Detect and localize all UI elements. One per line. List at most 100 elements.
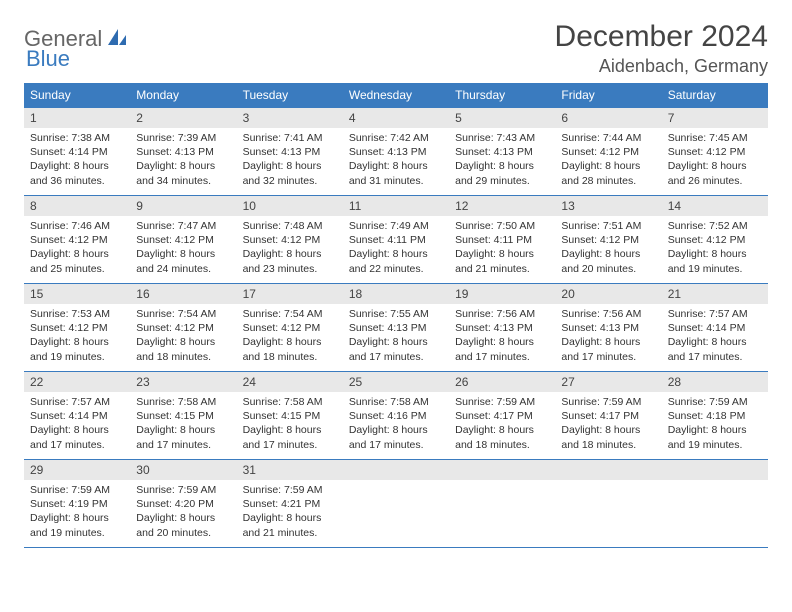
calendar-day: 19Sunrise: 7:56 AMSunset: 4:13 PMDayligh… <box>449 284 555 372</box>
calendar-table: SundayMondayTuesdayWednesdayThursdayFrid… <box>24 83 768 548</box>
sunset-line: Sunset: 4:13 PM <box>136 145 230 159</box>
calendar-day <box>662 460 768 548</box>
weekday-header: Tuesday <box>237 83 343 108</box>
daylight-line: Daylight: 8 hours <box>136 159 230 173</box>
sunset-line: Sunset: 4:13 PM <box>349 145 443 159</box>
calendar-day: 18Sunrise: 7:55 AMSunset: 4:13 PMDayligh… <box>343 284 449 372</box>
sunrise-line: Sunrise: 7:59 AM <box>136 483 230 497</box>
day-details: Sunrise: 7:46 AMSunset: 4:12 PMDaylight:… <box>24 216 130 280</box>
sunrise-line: Sunrise: 7:39 AM <box>136 131 230 145</box>
day-number: 21 <box>662 284 768 304</box>
day-details: Sunrise: 7:59 AMSunset: 4:18 PMDaylight:… <box>662 392 768 456</box>
sunset-line: Sunset: 4:12 PM <box>668 145 762 159</box>
day-details: Sunrise: 7:59 AMSunset: 4:20 PMDaylight:… <box>130 480 236 544</box>
day-details: Sunrise: 7:38 AMSunset: 4:14 PMDaylight:… <box>24 128 130 192</box>
sunset-line: Sunset: 4:11 PM <box>455 233 549 247</box>
calendar-week: 8Sunrise: 7:46 AMSunset: 4:12 PMDaylight… <box>24 196 768 284</box>
daylight-line: and 28 minutes. <box>561 174 655 188</box>
daylight-line: Daylight: 8 hours <box>668 247 762 261</box>
month-title: December 2024 <box>555 20 768 54</box>
daylight-line: and 19 minutes. <box>668 438 762 452</box>
weekday-header: Friday <box>555 83 661 108</box>
day-details: Sunrise: 7:51 AMSunset: 4:12 PMDaylight:… <box>555 216 661 280</box>
day-details: Sunrise: 7:52 AMSunset: 4:12 PMDaylight:… <box>662 216 768 280</box>
daylight-line: Daylight: 8 hours <box>243 247 337 261</box>
sunrise-line: Sunrise: 7:58 AM <box>349 395 443 409</box>
daylight-line: Daylight: 8 hours <box>455 247 549 261</box>
sunset-line: Sunset: 4:12 PM <box>30 321 124 335</box>
header: General December 2024 Aidenbach, Germany <box>24 20 768 77</box>
daylight-line: and 34 minutes. <box>136 174 230 188</box>
sunset-line: Sunset: 4:13 PM <box>349 321 443 335</box>
day-number: 22 <box>24 372 130 392</box>
day-number: 10 <box>237 196 343 216</box>
daylight-line: and 17 minutes. <box>561 350 655 364</box>
day-number: 17 <box>237 284 343 304</box>
day-number: 15 <box>24 284 130 304</box>
weekday-header: Sunday <box>24 83 130 108</box>
day-details: Sunrise: 7:58 AMSunset: 4:15 PMDaylight:… <box>237 392 343 456</box>
daylight-line: and 31 minutes. <box>349 174 443 188</box>
daylight-line: and 17 minutes. <box>349 350 443 364</box>
daylight-line: Daylight: 8 hours <box>668 423 762 437</box>
sunrise-line: Sunrise: 7:58 AM <box>243 395 337 409</box>
day-details: Sunrise: 7:39 AMSunset: 4:13 PMDaylight:… <box>130 128 236 192</box>
day-number: 5 <box>449 108 555 128</box>
sunset-line: Sunset: 4:12 PM <box>243 233 337 247</box>
daylight-line: Daylight: 8 hours <box>349 423 443 437</box>
sunrise-line: Sunrise: 7:50 AM <box>455 219 549 233</box>
sunrise-line: Sunrise: 7:59 AM <box>243 483 337 497</box>
day-number-empty <box>343 460 449 480</box>
day-number: 8 <box>24 196 130 216</box>
calendar-week: 15 Sunrise: 7:53 AMSunset: 4:12 PM Dayligh… <box>24 284 768 372</box>
sunrise-line: Sunrise: 7:59 AM <box>30 483 124 497</box>
daylight-line: and 21 minutes. <box>243 526 337 540</box>
daylight-line: and 29 minutes. <box>455 174 549 188</box>
day-details: Sunrise: 7:57 AMSunset: 4:14 PMDaylight:… <box>662 304 768 368</box>
sunset-line: Sunset: 4:14 PM <box>30 409 124 423</box>
daylight-line: Daylight: 8 hours <box>243 423 337 437</box>
day-details: Sunrise: 7:59 AMSunset: 4:17 PMDaylight:… <box>555 392 661 456</box>
daylight-line: Daylight: 8 hours <box>136 247 230 261</box>
calendar-day: 30Sunrise: 7:59 AMSunset: 4:20 PMDayligh… <box>130 460 236 548</box>
sunrise-line: Sunrise: 7:56 AM <box>561 307 655 321</box>
sunset-line: Sunset: 4:12 PM <box>668 233 762 247</box>
daylight-line: Daylight: 8 hours <box>349 159 443 173</box>
daylight-line: Daylight: 8 hours <box>136 335 230 349</box>
sunrise-line: Sunrise: 7:56 AM <box>455 307 549 321</box>
day-details: Sunrise: 7:56 AMSunset: 4:13 PMDaylight:… <box>555 304 661 368</box>
day-number: 12 <box>449 196 555 216</box>
calendar-day: 14Sunrise: 7:52 AMSunset: 4:12 PMDayligh… <box>662 196 768 284</box>
day-number-empty <box>449 460 555 480</box>
day-number: 19 <box>449 284 555 304</box>
sunrise-line: Sunrise: 7:59 AM <box>668 395 762 409</box>
daylight-line: and 20 minutes. <box>136 526 230 540</box>
daylight-line: and 26 minutes. <box>668 174 762 188</box>
day-number: 13 <box>555 196 661 216</box>
sunset-line: Sunset: 4:20 PM <box>136 497 230 511</box>
sunset-line: Sunset: 4:12 PM <box>561 233 655 247</box>
day-details: Sunrise: 7:58 AMSunset: 4:16 PMDaylight:… <box>343 392 449 456</box>
day-number: 27 <box>555 372 661 392</box>
calendar-day: 7Sunrise: 7:45 AMSunset: 4:12 PMDaylight… <box>662 108 768 196</box>
sunset-line: Sunset: 4:16 PM <box>349 409 443 423</box>
brand-part2: Blue <box>26 46 70 71</box>
sunrise-line: Sunrise: 7:59 AM <box>561 395 655 409</box>
day-number: 14 <box>662 196 768 216</box>
daylight-line: and 23 minutes. <box>243 262 337 276</box>
day-number: 3 <box>237 108 343 128</box>
sunrise-line: Sunrise: 7:43 AM <box>455 131 549 145</box>
day-details: Sunrise: 7:43 AMSunset: 4:13 PMDaylight:… <box>449 128 555 192</box>
calendar-day: 13Sunrise: 7:51 AMSunset: 4:12 PMDayligh… <box>555 196 661 284</box>
calendar-day: 31Sunrise: 7:59 AMSunset: 4:21 PMDayligh… <box>237 460 343 548</box>
daylight-line: and 17 minutes. <box>243 438 337 452</box>
day-number: 31 <box>237 460 343 480</box>
day-details: Sunrise: 7:54 AMSunset: 4:12 PMDaylight:… <box>237 304 343 368</box>
daylight-line: and 21 minutes. <box>455 262 549 276</box>
sunrise-line: Sunrise: 7:53 AM <box>30 307 124 321</box>
calendar-day: 11Sunrise: 7:49 AMSunset: 4:11 PMDayligh… <box>343 196 449 284</box>
daylight-line: Daylight: 8 hours <box>243 159 337 173</box>
day-details: Sunrise: 7:59 AMSunset: 4:19 PMDaylight:… <box>24 480 130 544</box>
sunrise-line: Sunrise: 7:44 AM <box>561 131 655 145</box>
weekday-header: Thursday <box>449 83 555 108</box>
